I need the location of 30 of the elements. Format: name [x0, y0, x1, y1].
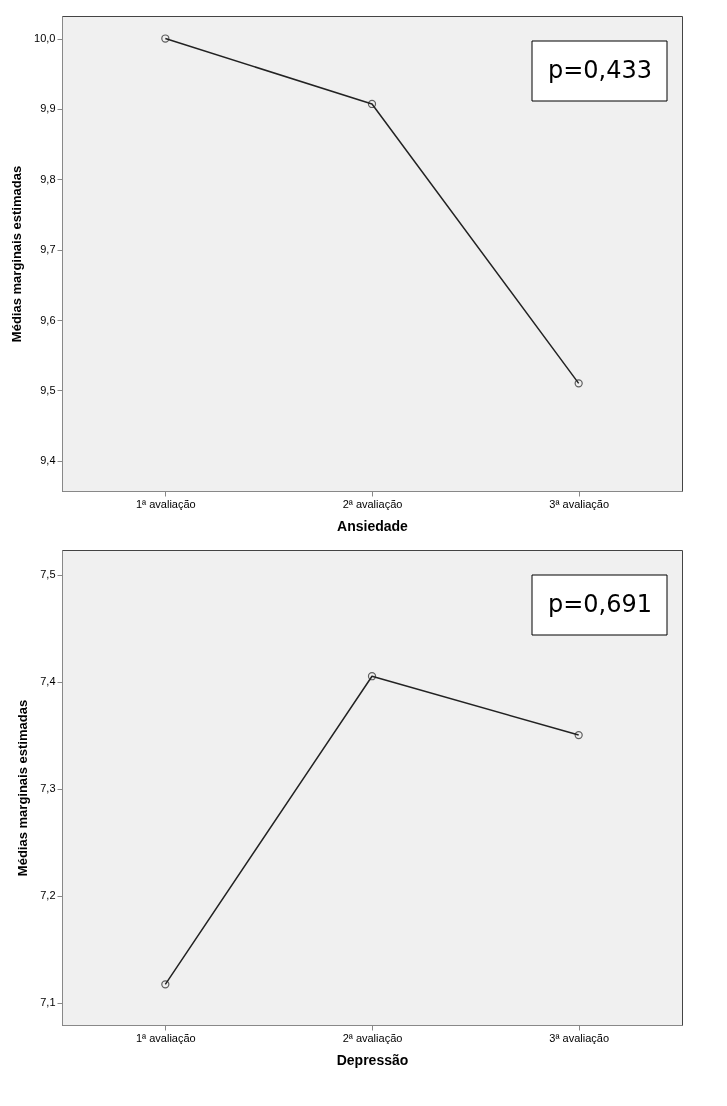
- point: [161, 980, 170, 989]
- y-axis-title: Médias marginais estimadas: [15, 699, 31, 877]
- y-tick-label: 9,7: [40, 243, 56, 256]
- x-tick-label: 1ª avaliação: [135, 1031, 196, 1044]
- annotation: p=0,433: [547, 56, 653, 84]
- y-tick-label: 10,0: [34, 32, 56, 45]
- y-tick-label: 9,6: [40, 313, 56, 326]
- annotation: p=0,691: [547, 590, 653, 618]
- x-tick-label: 3ª avaliação: [549, 497, 610, 510]
- point: [161, 34, 170, 43]
- x-tick-label: 2ª avaliação: [342, 1031, 403, 1044]
- y-tick-label: 7,1: [40, 996, 56, 1009]
- y-tick-label: 7,3: [40, 782, 56, 795]
- y-tick-label: 9,5: [40, 383, 56, 396]
- y-tick-label: 7,5: [40, 568, 56, 581]
- x-tick-label: 3ª avaliação: [549, 1031, 610, 1044]
- point: [574, 730, 583, 740]
- point: [367, 672, 377, 681]
- y-tick-label: 7,2: [40, 889, 56, 902]
- point: [574, 379, 583, 388]
- y-tick-label: 7,4: [40, 675, 56, 688]
- y-tick-label: 9,9: [40, 102, 56, 115]
- y-axis-title: Médias marginais estimadas: [9, 165, 25, 343]
- y-tick-label: 9,4: [40, 454, 56, 467]
- x-axis-title: Ansiedade: [337, 517, 409, 534]
- point: [367, 99, 377, 109]
- x-tick-label: 2ª avaliação: [342, 497, 403, 510]
- x-axis-title: Depressão: [336, 1051, 409, 1068]
- y-tick-label: 9,8: [40, 172, 56, 185]
- x-tick-label: 1ª avaliação: [135, 497, 196, 510]
